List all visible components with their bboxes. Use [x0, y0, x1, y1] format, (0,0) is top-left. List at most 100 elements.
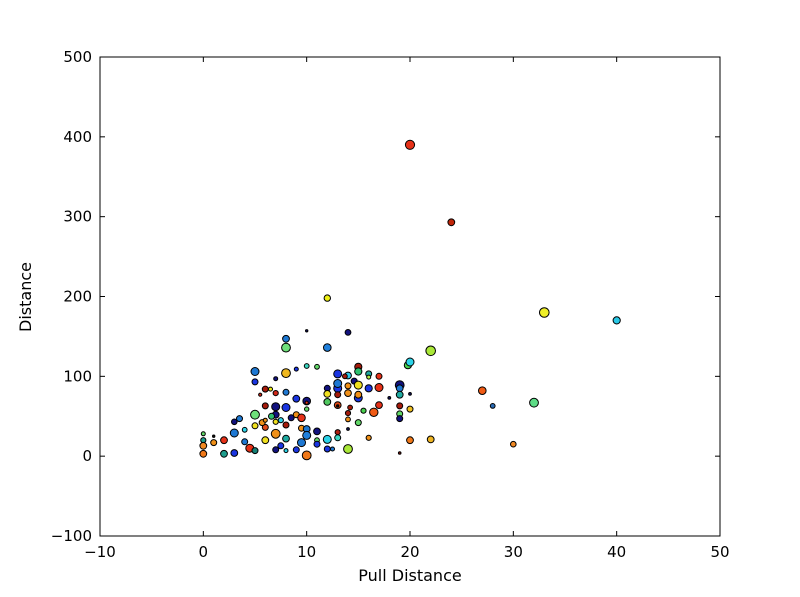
data-point: [303, 363, 310, 369]
data-point: [387, 396, 392, 400]
data-point: [323, 343, 332, 352]
data-point: [323, 398, 332, 406]
data-point: [283, 448, 289, 454]
data-point: [230, 449, 239, 457]
x-tick-label: 10: [297, 543, 316, 561]
data-point: [304, 406, 310, 412]
data-point: [529, 397, 539, 408]
data-point: [292, 446, 300, 454]
data-point: [405, 357, 415, 367]
x-tick-label: 0: [199, 543, 209, 561]
y-tick-label: 200: [63, 288, 92, 306]
data-point: [304, 400, 309, 405]
data-point: [297, 438, 306, 448]
data-point: [334, 391, 342, 399]
data-point: [489, 403, 496, 409]
data-point: [539, 307, 550, 318]
data-point: [333, 379, 343, 388]
y-tick-label: −100: [51, 527, 92, 545]
data-point: [375, 372, 383, 380]
data-point: [612, 316, 621, 325]
y-axis-label: Distance: [16, 262, 35, 332]
data-point: [282, 434, 290, 443]
data-point: [344, 382, 352, 390]
data-point: [199, 441, 208, 450]
data-point: [220, 449, 228, 458]
data-point: [396, 415, 404, 423]
data-point: [406, 436, 414, 445]
data-point: [343, 444, 353, 454]
data-point: [333, 369, 343, 379]
data-point: [342, 373, 348, 380]
data-point: [360, 407, 367, 414]
data-point: [272, 446, 280, 454]
data-point: [323, 390, 332, 398]
data-point: [272, 418, 279, 425]
data-point: [212, 434, 216, 438]
x-axis-label: Pull Distance: [358, 566, 461, 585]
y-tick-label: 0: [82, 447, 92, 465]
data-point: [241, 438, 249, 446]
data-point: [426, 435, 435, 444]
y-tick-label: 400: [63, 128, 92, 146]
data-point: [478, 386, 487, 396]
x-tick-label: 50: [710, 543, 729, 561]
y-tick-label: 300: [63, 208, 92, 226]
data-point: [282, 421, 290, 429]
data-point: [364, 384, 373, 393]
data-point: [231, 418, 238, 426]
data-point: [374, 383, 384, 392]
data-point: [241, 426, 248, 433]
data-point: [277, 442, 285, 450]
data-point: [314, 363, 320, 370]
x-tick-label: 20: [400, 543, 419, 561]
data-point: [396, 402, 404, 410]
data-point: [323, 445, 331, 453]
data-point: [200, 431, 206, 437]
data-point: [250, 409, 260, 420]
data-point: [282, 334, 290, 343]
data-point: [297, 413, 306, 423]
x-tick-label: 40: [607, 543, 626, 561]
x-tick-label: −10: [84, 543, 116, 561]
data-point: [330, 446, 335, 452]
data-point: [369, 407, 379, 417]
data-point: [395, 384, 404, 393]
data-point: [236, 415, 243, 423]
data-point: [406, 405, 414, 413]
data-point: [261, 436, 270, 445]
data-point: [408, 392, 412, 396]
data-point: [229, 428, 239, 438]
data-point: [281, 403, 291, 412]
data-point: [397, 451, 402, 455]
data-point: [261, 423, 269, 431]
data-point: [344, 329, 352, 336]
data-point: [251, 422, 259, 430]
data-point: [354, 419, 362, 427]
data-point: [262, 417, 268, 423]
data-point: [323, 294, 331, 302]
data-point: [261, 385, 269, 393]
data-point: [220, 436, 228, 445]
data-point: [250, 367, 260, 376]
data-point: [404, 139, 416, 150]
data-point: [268, 412, 275, 420]
data-point: [510, 440, 517, 448]
data-point: [347, 404, 354, 411]
data-point: [273, 376, 279, 382]
y-tick-label: 500: [63, 48, 92, 66]
data-point: [302, 430, 312, 440]
data-point: [336, 404, 340, 408]
data-point: [354, 390, 363, 399]
data-point: [365, 434, 372, 441]
data-point: [345, 416, 351, 423]
data-point: [292, 394, 301, 403]
data-point: [344, 389, 352, 398]
data-point: [334, 434, 342, 442]
data-point: [395, 390, 404, 399]
data-point: [305, 329, 309, 333]
data-point: [334, 429, 341, 436]
data-point: [210, 439, 218, 447]
